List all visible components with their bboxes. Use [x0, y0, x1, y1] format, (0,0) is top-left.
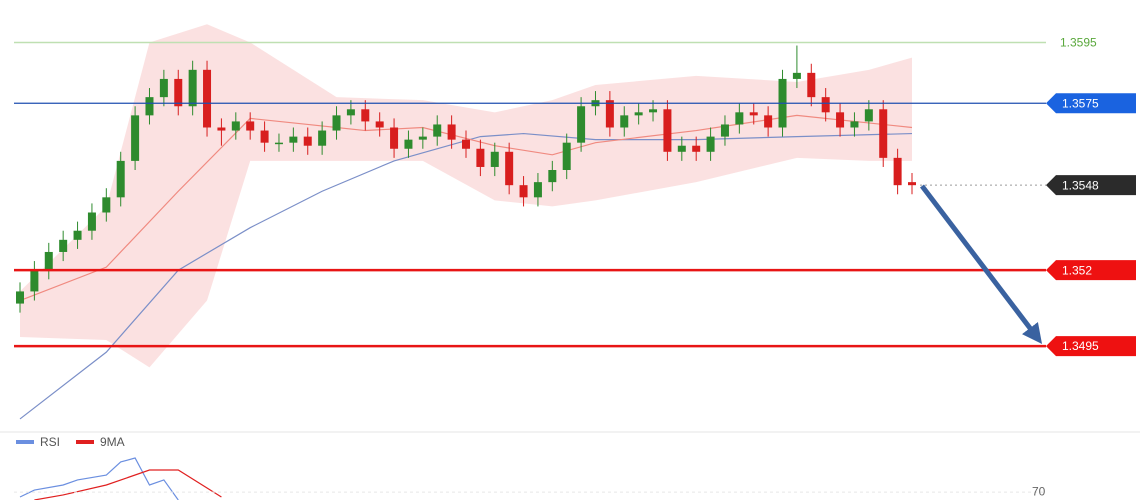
forecast-arrow — [920, 184, 1043, 344]
candle-body — [116, 160, 125, 198]
candle-body — [663, 109, 672, 152]
candle-body — [30, 270, 39, 292]
level-tag — [1046, 175, 1136, 196]
candle-body — [274, 142, 283, 145]
level-label: 1.3575 — [1062, 96, 1099, 110]
candle-body — [16, 291, 24, 304]
rsi-line — [19, 457, 179, 500]
candle-body — [764, 115, 773, 128]
candle-body — [159, 78, 168, 98]
candle-body — [289, 136, 298, 143]
candle-body — [620, 115, 629, 128]
candle-body — [476, 148, 485, 167]
level-label: 1.3495 — [1062, 339, 1099, 353]
level-tag — [1046, 93, 1136, 114]
candle-body — [908, 182, 916, 186]
rsi-panel — [19, 457, 222, 500]
level-tag — [1046, 260, 1136, 281]
candle-body — [893, 157, 902, 186]
candle-body — [577, 106, 586, 143]
candle-body — [217, 127, 226, 131]
candle-body — [850, 121, 859, 128]
rsi-line — [34, 469, 222, 500]
candle-body — [821, 97, 830, 113]
candle-body — [807, 72, 816, 98]
candle-body — [634, 112, 643, 116]
candle-body — [864, 109, 873, 122]
candle-body — [188, 69, 197, 107]
candle-body — [418, 136, 427, 140]
candle-body — [73, 230, 82, 240]
candle-body — [375, 121, 384, 128]
candle-body — [462, 139, 470, 149]
candle-body — [706, 136, 715, 152]
candle-body — [174, 78, 183, 107]
candle-body — [519, 185, 528, 198]
candle-body — [390, 127, 399, 149]
candle-body — [361, 109, 370, 122]
candle-body — [59, 239, 68, 252]
candle-body — [720, 124, 729, 137]
candle-body — [131, 115, 140, 161]
level-tag — [1046, 336, 1136, 357]
candle-body — [433, 124, 442, 137]
candle-body — [44, 251, 53, 271]
candle-body — [879, 109, 888, 158]
candle-body — [87, 212, 96, 231]
candle-body — [735, 112, 744, 125]
candle-body — [533, 182, 542, 198]
candle-body — [505, 151, 514, 186]
candle-body — [203, 69, 212, 128]
candle-body — [260, 130, 269, 143]
candle-body — [346, 109, 355, 116]
rsi-axis: 70 RSI 9MA — [14, 435, 1046, 498]
candle-body — [792, 72, 801, 79]
candle-body — [231, 121, 240, 131]
candle-body — [303, 136, 312, 146]
candle-body — [490, 151, 499, 167]
candle-body — [836, 112, 845, 128]
rsi-tick-label: 70 — [1032, 484, 1046, 498]
candle-body — [102, 197, 111, 213]
legend-swatch — [76, 440, 94, 444]
candle-body — [692, 145, 701, 152]
candle-body — [332, 115, 341, 131]
legend-swatch — [16, 440, 34, 444]
candle-body — [649, 109, 658, 113]
band-fill — [20, 24, 912, 368]
level-label: 1.3548 — [1062, 178, 1099, 192]
candle-body — [145, 97, 154, 116]
candle-body — [548, 170, 557, 183]
legend-label: 9MA — [100, 435, 125, 449]
level-label: 1.352 — [1062, 263, 1092, 277]
candle-body — [749, 112, 758, 116]
candle-body — [246, 121, 255, 131]
candle-body — [404, 139, 413, 149]
candle-body — [318, 130, 327, 146]
legend-label: RSI — [40, 435, 60, 449]
candle-body — [605, 100, 614, 128]
candle-body — [447, 124, 456, 140]
levels: 1.3595 1.3575 1.3548 1.352 1.3495 — [14, 36, 1136, 357]
price-panel — [16, 24, 916, 420]
level-label: 1.3595 — [1060, 36, 1097, 50]
candle-body — [677, 145, 686, 152]
candle-body — [562, 142, 571, 170]
